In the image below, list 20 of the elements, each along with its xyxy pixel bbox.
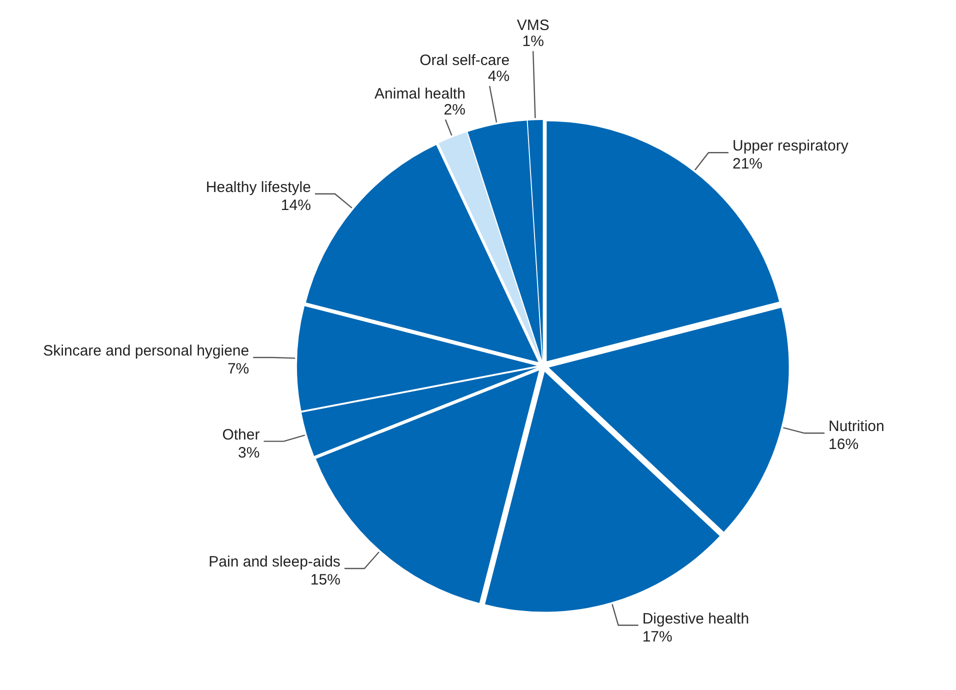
data-label: 14% <box>280 196 311 214</box>
data-label: 16% <box>828 436 859 454</box>
data-label: 2% <box>444 102 466 119</box>
data-label: 21% <box>732 156 763 173</box>
data-label: 3% <box>238 444 260 462</box>
slice-label: Nutrition <box>828 418 884 436</box>
slice-label: Pain and sleep-aids <box>208 554 340 571</box>
data-label: 1% <box>522 33 544 50</box>
slice-label: Digestive health <box>642 610 750 628</box>
slice-label: Other <box>222 426 260 444</box>
data-label: 7% <box>227 360 250 378</box>
data-label: 17% <box>642 628 672 646</box>
data-label: 4% <box>488 68 510 86</box>
slice-label: Skincare and personal hygiene <box>43 342 250 360</box>
slice-label: Healthy lifestyle <box>206 178 311 196</box>
slice-label: Animal health <box>374 86 466 103</box>
slice-label: Upper respiratory <box>732 138 849 155</box>
slice-label: VMS <box>516 17 550 34</box>
slice-label: Oral self-care <box>420 52 510 70</box>
data-label: 15% <box>310 572 340 589</box>
